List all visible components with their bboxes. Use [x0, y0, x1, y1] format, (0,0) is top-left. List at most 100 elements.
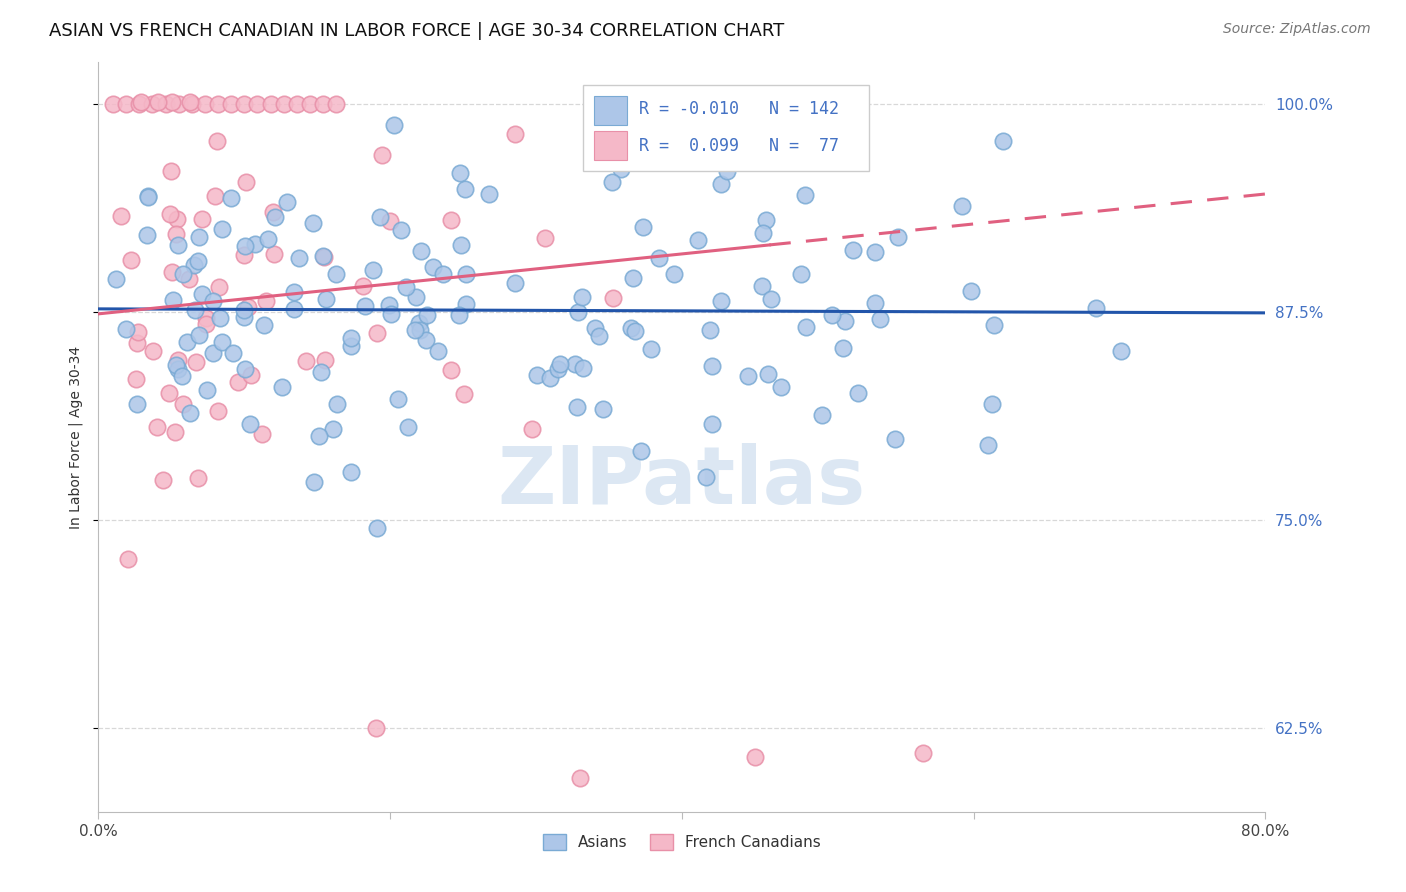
Point [454, 267, 477, 281]
Point [302, 475, 325, 490]
Point [211, 221, 233, 235]
Point [152, 474, 174, 488]
Point [695, 470, 717, 484]
Point [371, 148, 394, 162]
Point [395, 279, 418, 293]
Point [180, 97, 202, 112]
Point [162, 95, 184, 110]
FancyBboxPatch shape [582, 85, 869, 171]
Point [283, 301, 305, 316]
Point [440, 362, 463, 376]
Point [408, 323, 430, 337]
Point [361, 263, 384, 277]
Point [232, 248, 254, 262]
Point [834, 314, 856, 328]
Point [219, 191, 242, 205]
Text: Source: ZipAtlas.com: Source: ZipAtlas.com [1223, 22, 1371, 37]
Point [981, 396, 1004, 410]
Point [172, 396, 194, 410]
Point [983, 318, 1005, 332]
Point [187, 253, 209, 268]
Point [699, 323, 721, 337]
Point [602, 292, 624, 306]
Point [298, 97, 321, 112]
Point [186, 354, 208, 368]
Point [172, 267, 194, 281]
Point [262, 205, 284, 219]
Point [322, 421, 344, 435]
Point [583, 320, 606, 334]
Point [253, 318, 276, 332]
Point [821, 309, 844, 323]
Point [301, 216, 323, 230]
Point [187, 471, 209, 485]
Text: ZIPatlas: ZIPatlas [498, 443, 866, 521]
Point [325, 267, 347, 281]
Point [114, 322, 136, 336]
Point [194, 311, 217, 326]
Point [950, 199, 973, 213]
Point [991, 134, 1014, 148]
Point [273, 97, 295, 112]
Point [770, 380, 793, 394]
Point [211, 334, 233, 349]
Point [235, 361, 257, 376]
Point [382, 118, 405, 132]
Point [478, 187, 501, 202]
Point [710, 294, 733, 309]
Point [233, 239, 256, 253]
Point [759, 292, 782, 306]
Point [195, 384, 218, 398]
Point [115, 97, 138, 112]
Point [165, 358, 187, 372]
Point [205, 134, 228, 148]
Point [533, 231, 555, 245]
Point [312, 97, 335, 112]
Point [128, 97, 150, 112]
Point [314, 250, 336, 264]
Point [911, 747, 934, 761]
Point [630, 444, 652, 458]
Point [505, 276, 527, 290]
Point [408, 316, 430, 330]
Point [204, 188, 226, 202]
Point [162, 293, 184, 307]
Point [842, 244, 865, 258]
Point [239, 417, 262, 431]
Point [222, 346, 245, 360]
Point [176, 334, 198, 349]
Point [600, 176, 623, 190]
Point [250, 426, 273, 441]
Point [380, 307, 402, 321]
Point [368, 211, 391, 225]
Point [179, 95, 201, 110]
Point [179, 406, 201, 420]
Point [276, 195, 298, 210]
Point [120, 252, 142, 267]
Point [166, 353, 188, 368]
Point [744, 749, 766, 764]
Text: R = -0.010   N = 142: R = -0.010 N = 142 [638, 100, 839, 118]
Point [623, 271, 645, 285]
Point [422, 260, 444, 274]
Point [117, 552, 139, 566]
Point [447, 308, 470, 322]
Point [977, 437, 1000, 451]
Point [312, 249, 335, 263]
Point [432, 267, 454, 281]
Point [405, 290, 427, 304]
Point [263, 246, 285, 260]
Point [340, 331, 363, 345]
Point [101, 97, 124, 112]
Point [235, 175, 257, 189]
Point [194, 317, 217, 331]
Point [201, 293, 224, 308]
Point [588, 329, 610, 343]
Point [110, 209, 132, 223]
Point [366, 326, 388, 340]
Point [883, 432, 905, 446]
Point [686, 233, 709, 247]
Point [340, 465, 363, 479]
Point [887, 230, 910, 244]
Point [623, 324, 645, 338]
